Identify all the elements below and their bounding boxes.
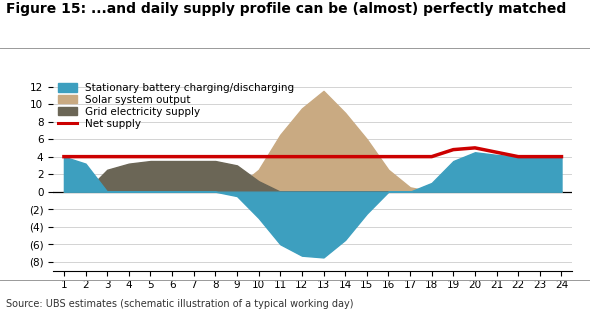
Text: Source: UBS estimates (schematic illustration of a typical working day): Source: UBS estimates (schematic illustr… — [6, 299, 353, 309]
Text: Figure 15: ...and daily supply profile can be (almost) perfectly matched: Figure 15: ...and daily supply profile c… — [6, 2, 566, 16]
Legend: Stationary battery charging/discharging, Solar system output, Grid electricity s: Stationary battery charging/discharging,… — [58, 83, 294, 128]
